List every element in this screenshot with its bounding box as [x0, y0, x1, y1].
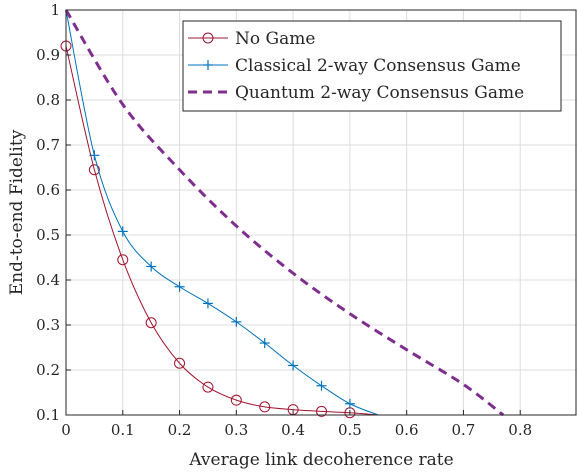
x-tick-label: 0.8	[508, 421, 532, 439]
series-2	[65, 9, 379, 416]
data-point	[174, 357, 186, 369]
x-tick-label: 0.5	[338, 421, 362, 439]
y-tick-label: 0.5	[36, 226, 60, 244]
legend-entry: Classical 2-way Consensus Game	[188, 56, 521, 76]
plot-area-border	[65, 9, 577, 416]
data-point	[344, 398, 355, 409]
y-tick-label: 0.6	[36, 181, 60, 199]
x-tick-label: 0.1	[111, 421, 135, 439]
axis-ticks	[65, 9, 521, 416]
series-1	[60, 40, 379, 419]
x-tick-label: 0.6	[395, 421, 419, 439]
y-axis-tick-labels: 0.1 0.2 0.3 0.4 0.5 0.6 0.7 0.8 0.9 1	[36, 1, 60, 424]
y-tick-label: 0.8	[36, 91, 60, 109]
y-axis-label: End-to-end Fidelity	[7, 129, 27, 295]
data-point	[89, 150, 100, 161]
y-tick-label: 1	[50, 1, 60, 19]
x-tick-label: 0.3	[224, 421, 248, 439]
data-point	[117, 226, 128, 237]
y-tick-label: 0.2	[36, 361, 60, 379]
legend-entry: No Game	[188, 29, 315, 49]
x-axis-label: Average link decoherence rate	[188, 450, 453, 470]
y-tick-label: 0.1	[36, 406, 60, 424]
y-tick-label: 0.3	[36, 316, 60, 334]
y-tick-label: 0.7	[36, 136, 60, 154]
y-tick-label: 0.4	[36, 271, 60, 289]
y-tick-label: 0.9	[36, 46, 60, 64]
series-line	[64, 9, 505, 417]
series-3	[64, 9, 505, 417]
data-point	[202, 298, 213, 309]
data-point	[259, 401, 271, 413]
series-line	[65, 45, 379, 416]
legend-entry: Quantum 2-way Consensus Game	[188, 83, 524, 103]
legend-label: Quantum 2-way Consensus Game	[235, 83, 524, 103]
data-point	[174, 281, 185, 292]
data-point	[145, 317, 157, 329]
x-tick-label: 0.7	[452, 421, 476, 439]
legend-label: No Game	[235, 29, 315, 49]
legend-label: Classical 2-way Consensus Game	[235, 56, 521, 76]
data-point	[146, 261, 157, 272]
x-tick-label: 0	[61, 421, 71, 439]
legend-box	[182, 20, 562, 112]
data-point	[316, 380, 327, 391]
data-point	[259, 338, 270, 348]
legend-marker	[203, 60, 213, 70]
x-tick-label: 0.2	[168, 421, 192, 439]
data-point	[316, 405, 327, 417]
data-point	[88, 164, 100, 176]
data-point	[288, 360, 299, 371]
data-point	[117, 254, 129, 266]
series-layer	[60, 9, 505, 419]
x-axis-tick-labels: 0 0.1 0.2 0.3 0.4 0.5 0.6 0.7 0.8	[61, 421, 532, 439]
data-point	[231, 316, 242, 327]
legend-marker	[202, 32, 214, 44]
x-tick-label: 0.4	[281, 421, 305, 439]
data-point	[202, 381, 214, 393]
legend: No Game Classical 2-way Consensus Game Qua…	[182, 20, 562, 112]
data-point	[230, 394, 242, 406]
